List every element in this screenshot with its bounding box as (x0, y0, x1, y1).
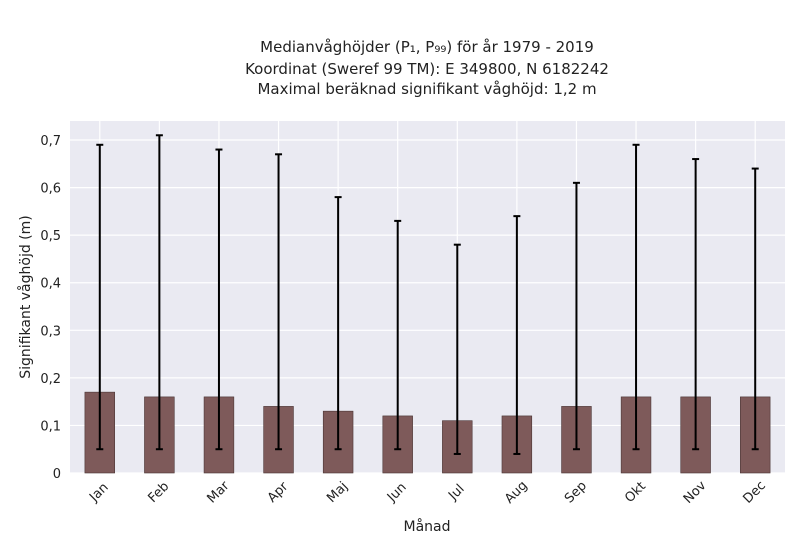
x-tick-label: Sep (562, 479, 590, 507)
x-tick-label: Jun (384, 480, 410, 506)
y-tick-label: 0,4 (40, 277, 61, 292)
x-tick-label: Jul (445, 482, 467, 504)
chart-title: Medianvåghöjder (P₁, P₉₉) för år 1979 - … (260, 38, 594, 56)
y-tick-label: 0,7 (40, 134, 61, 149)
x-tick-label: Maj (324, 479, 351, 506)
y-tick-label: 0 (53, 467, 61, 482)
y-axis-label: Signifikant våghöjd (m) (17, 215, 34, 378)
x-tick-label: Okt (622, 479, 649, 506)
y-tick-label: 0,6 (40, 182, 61, 197)
plot-area (70, 121, 785, 473)
chart-subtitle-line-2: Maximal beräknad signifikant våghöjd: 1,… (257, 80, 596, 98)
y-tick-label: 0,1 (40, 419, 61, 434)
x-tick-label: Aug (502, 478, 531, 507)
x-tick-label: Mar (205, 478, 233, 506)
y-tick-label: 0,2 (40, 372, 61, 387)
x-tick-label: Dec (741, 478, 769, 506)
x-tick-label: Apr (265, 479, 292, 506)
y-tick-labels: 0 0,1 0,2 0,3 0,4 0,5 0,6 0,7 (40, 134, 61, 482)
x-tick-label: Nov (681, 478, 710, 507)
x-tick-labels: Jan Feb Mar Apr Maj Jun Jul Aug Sep Okt Nov Dec (86, 478, 769, 507)
x-axis-label: Månad (404, 518, 451, 535)
error-bars (96, 134, 759, 455)
chart-subtitle-line-1: Koordinat (Sweref 99 TM): E 349800, N 61… (245, 60, 609, 78)
y-tick-label: 0,3 (40, 324, 61, 339)
x-tick-label: Jan (86, 480, 111, 505)
x-tick-label: Feb (145, 479, 172, 506)
y-tick-label: 0,5 (40, 229, 61, 244)
